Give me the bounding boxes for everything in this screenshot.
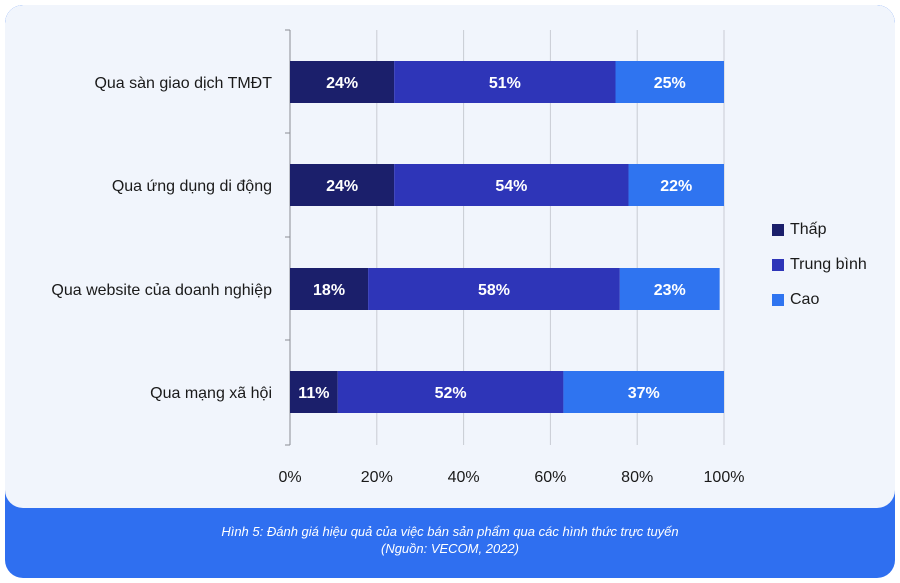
bar-segment (615, 61, 724, 103)
legend-label: Trung bình (790, 255, 867, 273)
figure-caption: Hình 5: Đánh giá hiệu quả của việc bán s… (5, 523, 895, 557)
bar-segment (290, 371, 338, 413)
data-label: 24% (326, 178, 358, 195)
caption-line-2: (Nguồn: VECOM, 2022) (380, 541, 519, 556)
data-label: 25% (654, 75, 686, 92)
legend-item: Thấp (772, 212, 867, 247)
x-tick-label: 100% (704, 469, 745, 486)
data-label: 52% (435, 385, 467, 402)
legend-swatch (772, 258, 784, 271)
bar-segment (290, 164, 395, 206)
category-label: Qua sàn giao dịch TMĐT (94, 75, 272, 92)
bar-segment (619, 268, 720, 310)
x-tick-label: 20% (361, 469, 393, 486)
chart-legend: Thấp Trung bình Cao (772, 212, 867, 317)
data-label: 22% (660, 178, 692, 195)
bar-segment (290, 61, 395, 103)
category-label: Qua mạng xã hội (150, 385, 272, 402)
data-label: 54% (495, 178, 527, 195)
bar-segment (628, 164, 724, 206)
legend-swatch (772, 223, 784, 236)
data-label: 23% (654, 282, 686, 299)
data-label: 58% (478, 282, 510, 299)
bar-segment (394, 61, 616, 103)
legend-item: Trung bình (772, 247, 867, 282)
legend-label: Cao (790, 290, 820, 308)
data-label: 51% (489, 75, 521, 92)
legend-item: Cao (772, 282, 867, 317)
bar-segment (290, 268, 369, 310)
category-label: Qua website của doanh nghiệp (51, 282, 272, 299)
category-label: Qua ứng dụng di động (112, 178, 272, 195)
bar-segment (394, 164, 629, 206)
bar-segment (563, 371, 724, 413)
data-label: 18% (313, 282, 345, 299)
caption-line-1: Hình 5: Đánh giá hiệu quả của việc bán s… (221, 524, 679, 539)
legend-swatch (772, 293, 784, 306)
x-tick-label: 0% (278, 469, 301, 486)
bar-segment (368, 268, 620, 310)
data-label: 37% (628, 385, 660, 402)
x-tick-label: 80% (621, 469, 653, 486)
data-label: 11% (298, 385, 329, 402)
x-tick-label: 60% (534, 469, 566, 486)
legend-label: Thấp (790, 220, 827, 238)
x-tick-label: 40% (448, 469, 480, 486)
bar-segment (337, 371, 564, 413)
data-label: 24% (326, 75, 358, 92)
